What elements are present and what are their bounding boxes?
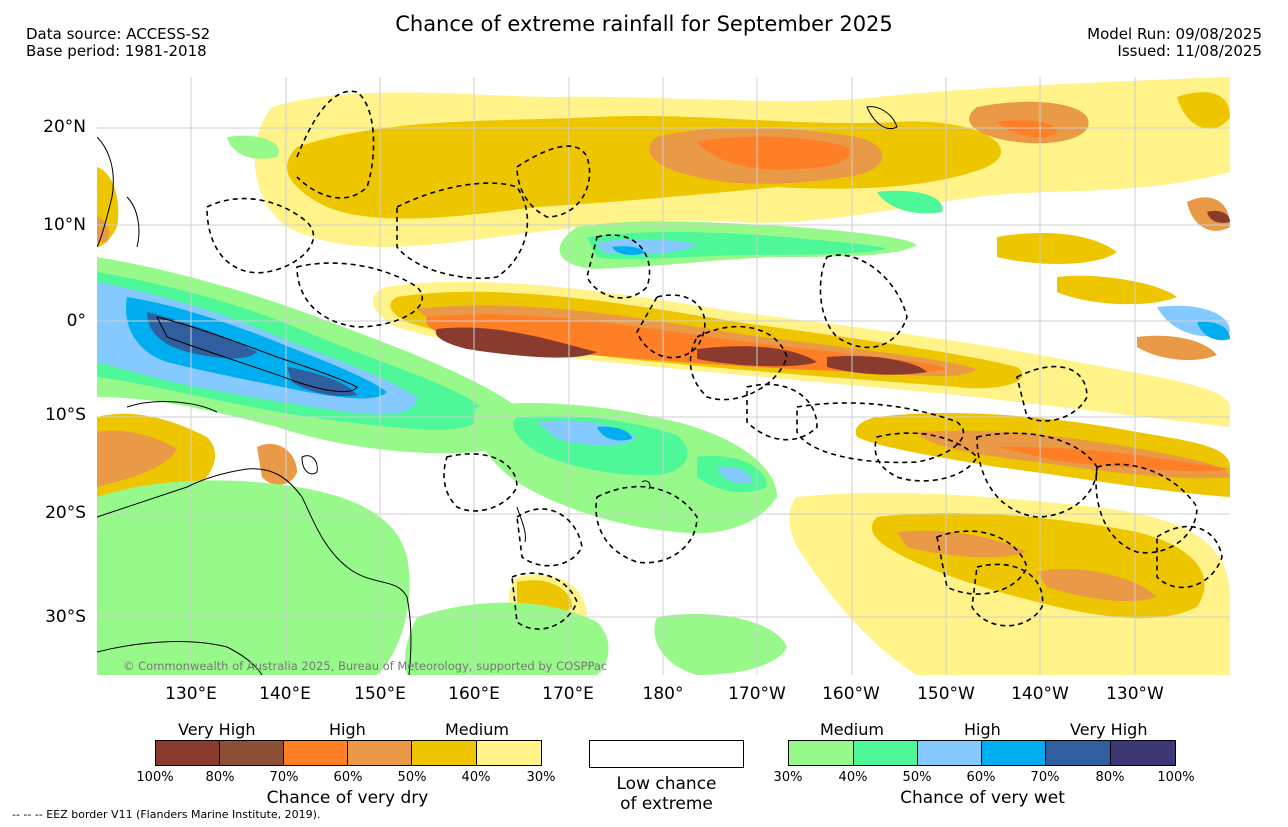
base-period: Base period: 1981-2018 <box>26 42 207 60</box>
lon-label-140w: 140°W <box>1011 684 1069 704</box>
wet-heading-very-high: Very High <box>1070 720 1148 739</box>
dry-heading-medium: Medium <box>445 720 509 739</box>
wet-swatch-80-100 <box>1110 740 1176 766</box>
low-chance-line2: of extreme <box>620 794 713 814</box>
wet-swatch-70-80 <box>1045 740 1111 766</box>
dry-tick-30: 30% <box>526 770 556 785</box>
dry-tick-60: 60% <box>333 770 363 785</box>
lon-label-160w: 160°W <box>822 684 880 704</box>
lat-label-10s: 10°S <box>45 405 86 425</box>
wet-tick-70: 70% <box>1030 770 1060 785</box>
wet-legend-title: Chance of very wet <box>900 788 1065 808</box>
lon-label-160e: 160°E <box>448 684 500 704</box>
lon-label-140e: 140°E <box>259 684 311 704</box>
wet-shading <box>97 135 1230 675</box>
lat-label-20n: 20°N <box>43 117 86 137</box>
dry-swatch-80-70 <box>219 740 284 766</box>
dry-swatch-60-50 <box>347 740 412 766</box>
eez-footnote: -- -- -- EEZ border V11 (Flanders Marine… <box>12 808 321 821</box>
lon-label-150e: 150°E <box>354 684 406 704</box>
dry-swatch-40-30 <box>476 740 542 766</box>
wet-tick-60: 60% <box>966 770 996 785</box>
map-title: Chance of extreme rainfall for September… <box>395 12 893 36</box>
wet-swatch-50-60 <box>917 740 982 766</box>
wet-tick-40: 40% <box>838 770 868 785</box>
low-chance-swatch <box>589 740 744 768</box>
wet-tick-80: 80% <box>1095 770 1125 785</box>
run-info: Model Run: 09/08/2025 Issued: 11/08/2025 <box>1087 26 1262 60</box>
rainfall-map <box>97 77 1230 675</box>
dry-swatch-70-60 <box>283 740 348 766</box>
graticule <box>97 77 1230 675</box>
issued-date: Issued: 11/08/2025 <box>1117 42 1262 60</box>
dry-legend-title: Chance of very dry <box>266 788 429 808</box>
lat-label-20s: 20°S <box>45 503 86 523</box>
lon-label-170e: 170°E <box>542 684 594 704</box>
dry-tick-100: 100% <box>136 770 174 785</box>
dry-swatch-50-40 <box>411 740 477 766</box>
dry-colorbar <box>155 740 542 768</box>
dry-tick-50: 50% <box>397 770 427 785</box>
dry-shading <box>97 77 1230 675</box>
lat-label-10n: 10°N <box>43 215 86 235</box>
dry-swatch-100-80 <box>155 740 220 766</box>
lon-label-130e: 130°E <box>165 684 217 704</box>
data-info: Data source: ACCESS-S2 Base period: 1981… <box>26 26 210 60</box>
dry-heading-very-high: Very High <box>178 720 256 739</box>
model-run: Model Run: 09/08/2025 <box>1087 25 1262 43</box>
eez-borders <box>206 90 1223 630</box>
dry-tick-80: 80% <box>205 770 235 785</box>
wet-colorbar <box>788 740 1176 768</box>
lat-label-30s: 30°S <box>45 607 86 627</box>
wet-tick-50: 50% <box>902 770 932 785</box>
low-chance-line1: Low chance <box>616 774 717 794</box>
coastlines <box>97 106 898 675</box>
data-source: Data source: ACCESS-S2 <box>26 25 211 43</box>
dry-heading-high: High <box>329 720 366 739</box>
dry-tick-70: 70% <box>269 770 299 785</box>
copyright-notice: © Commonwealth of Australia 2025, Bureau… <box>123 659 608 673</box>
lon-label-170w: 170°W <box>728 684 786 704</box>
wet-tick-100: 100% <box>1157 770 1195 785</box>
wet-tick-30: 30% <box>773 770 803 785</box>
lon-label-150w: 150°W <box>917 684 975 704</box>
low-chance-label: Low chance of extreme <box>589 774 744 814</box>
wet-swatch-60-70 <box>981 740 1046 766</box>
lon-label-180: 180° <box>642 684 684 704</box>
wet-heading-high: High <box>964 720 1001 739</box>
dry-tick-40: 40% <box>461 770 491 785</box>
lat-label-0: 0° <box>66 311 86 331</box>
lon-label-130w: 130°W <box>1106 684 1164 704</box>
wet-heading-medium: Medium <box>820 720 884 739</box>
map-canvas <box>97 77 1230 675</box>
wet-swatch-40-50 <box>853 740 918 766</box>
wet-swatch-30-40 <box>788 740 854 766</box>
